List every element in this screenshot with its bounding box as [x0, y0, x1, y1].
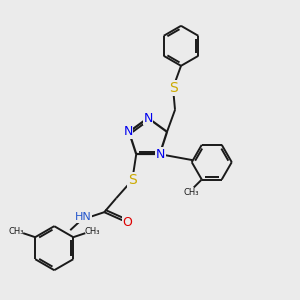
- Text: CH₃: CH₃: [183, 188, 199, 197]
- Text: S: S: [128, 173, 136, 187]
- Text: N: N: [143, 112, 153, 124]
- Text: N: N: [123, 125, 133, 138]
- Text: N: N: [156, 148, 165, 161]
- Text: CH₃: CH₃: [85, 227, 100, 236]
- Text: CH₃: CH₃: [8, 227, 24, 236]
- Text: O: O: [122, 216, 132, 229]
- Text: S: S: [169, 81, 177, 95]
- Text: HN: HN: [75, 212, 92, 222]
